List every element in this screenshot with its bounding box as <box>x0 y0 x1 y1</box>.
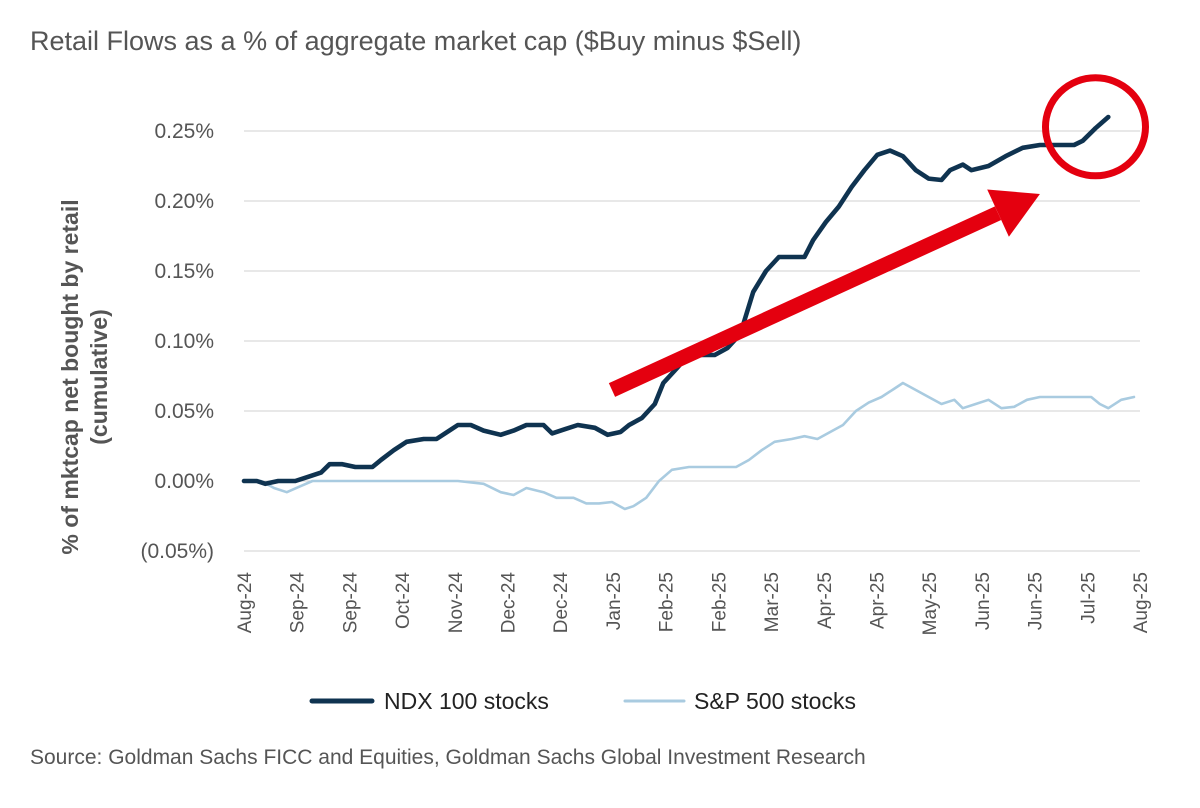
x-tick-label: Aug-24 <box>235 572 256 634</box>
x-tick-label: Sep-24 <box>340 572 361 634</box>
chart-title: Retail Flows as a % of aggregate market … <box>30 26 802 56</box>
x-tick-label: Apr-25 <box>867 572 888 629</box>
y-tick-label: 0.15% <box>154 260 214 283</box>
x-tick-label: Dec-24 <box>499 572 520 634</box>
y-tick-label: 0.05% <box>154 400 214 423</box>
x-tick-label: May-25 <box>920 572 941 635</box>
annotation-arrow-head <box>987 189 1040 237</box>
x-tick-label: Feb-25 <box>709 572 730 632</box>
x-tick-label: Jul-25 <box>1078 572 1099 624</box>
y-tick-label: 0.00% <box>154 470 214 493</box>
x-tick-label: Oct-24 <box>393 572 414 629</box>
gridlines <box>244 130 1140 552</box>
x-tick-label: Jun-25 <box>1026 572 1047 630</box>
x-tick-label: Sep-24 <box>288 572 309 634</box>
x-tick-label: Apr-25 <box>815 572 836 629</box>
annotation-arrow-shaft <box>608 206 1002 397</box>
x-tick-label: Mar-25 <box>762 572 783 632</box>
series-line-spx <box>242 381 1136 511</box>
series-line-ndx <box>241 114 1111 487</box>
y-tick-label: 0.20% <box>154 190 214 213</box>
y-tick-label: 0.10% <box>154 330 214 353</box>
legend-label-ndx: NDX 100 stocks <box>384 688 549 714</box>
source-note: Source: Goldman Sachs FICC and Equities,… <box>30 746 866 769</box>
x-tick-label: Nov-24 <box>446 572 467 634</box>
legend-label-spx: S&P 500 stocks <box>694 688 856 714</box>
series-lines <box>241 114 1136 511</box>
x-tick-label: Aug-25 <box>1131 572 1152 633</box>
legend: NDX 100 stocks S&P 500 stocks <box>309 688 856 714</box>
y-tick-label: (0.05%) <box>140 540 214 563</box>
y-axis-label-line-1: % of mktcap net bought by retail <box>57 199 83 554</box>
annotations <box>608 74 1149 397</box>
x-tick-label: Feb-25 <box>657 572 678 632</box>
y-axis-label-line-2: (cumulative) <box>86 309 112 444</box>
annotation-circle <box>1041 74 1149 180</box>
x-tick-label: Jun-25 <box>973 572 994 630</box>
x-tick-label: Jan-25 <box>604 572 625 630</box>
x-tick-label: Dec-24 <box>551 572 572 634</box>
y-axis-ticks: 0.25% 0.20% 0.15% 0.10% 0.05% 0.00% (0.05%) <box>140 120 214 563</box>
y-tick-label: 0.25% <box>154 120 214 143</box>
x-axis-ticks: Aug-24 Sep-24 Sep-24 Oct-24 Nov-24 Dec-24 Dec-… <box>235 572 1152 636</box>
